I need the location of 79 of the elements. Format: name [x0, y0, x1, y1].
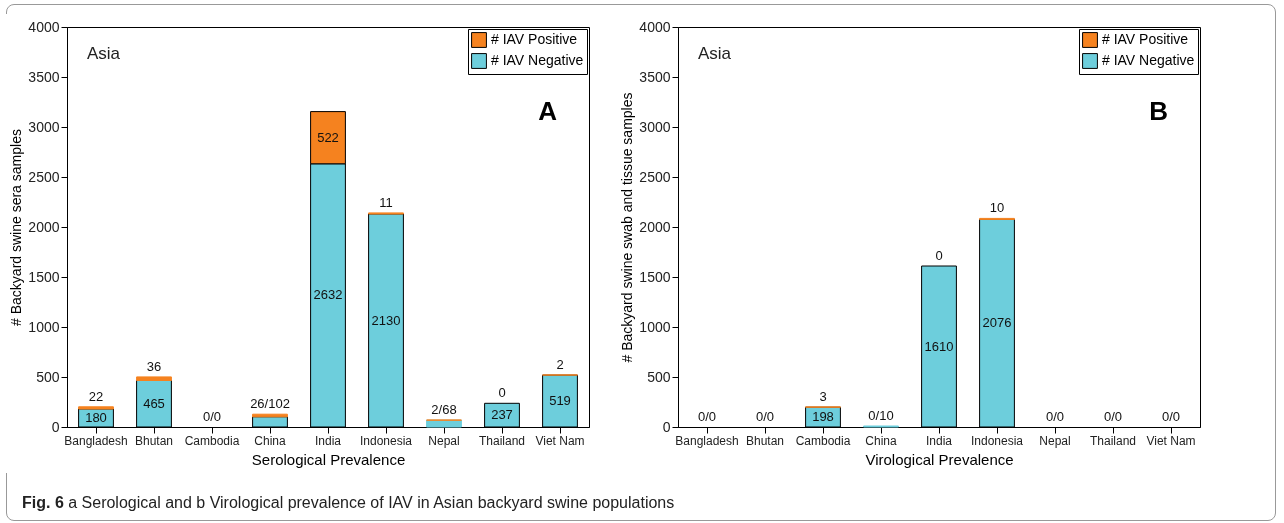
data-label: 10 [989, 200, 1005, 216]
data-label: 180 [85, 410, 107, 425]
data-label: 519 [549, 393, 571, 409]
data-label: 0/0 [755, 409, 775, 424]
x-tick-label: Bhutan [134, 433, 174, 448]
x-tick-label: China [865, 433, 897, 448]
x-tick-label: India [314, 433, 342, 448]
x-tick-label: Viet Nam [535, 433, 585, 448]
y-tick-label: 3000 [639, 118, 671, 135]
data-label: 26/102 [250, 396, 290, 412]
y-tick-label: 3000 [28, 118, 60, 135]
data-label: 1610 [924, 338, 954, 354]
data-label: 2076 [982, 315, 1012, 331]
x-tick-label: Nepal [428, 433, 460, 448]
y-tick-label: 4000 [639, 18, 671, 35]
data-label: 36 [146, 358, 162, 374]
y-tick-label: 3500 [28, 68, 60, 85]
data-label: 3 [819, 388, 827, 404]
y-tick-label: 2500 [28, 168, 60, 185]
data-label: 2/68 [431, 402, 457, 417]
x-tick-label: Indonesia [359, 433, 413, 448]
x-tick-label: Viet Nam [1146, 433, 1196, 448]
y-tick-label: 0 [662, 418, 671, 435]
legend-label: # IAV Positive [1102, 31, 1189, 47]
y-tick-label: 2000 [639, 218, 671, 235]
x-tick-label: India [925, 433, 953, 448]
data-label: 0/0 [202, 409, 222, 424]
data-label: 0/0 [1103, 409, 1123, 424]
x-tick-label: Bangladesh [64, 433, 128, 448]
x-tick-label: Cambodia [795, 433, 851, 448]
x-tick-label: Thailand [478, 433, 526, 448]
y-tick-label: 1000 [28, 318, 60, 335]
annotation: B [1149, 96, 1168, 126]
data-label: 0/0 [697, 409, 717, 424]
x-tick-label: China [254, 433, 286, 448]
x-axis-title: Serological Prevalence [251, 450, 406, 468]
legend-label: # IAV Positive [491, 31, 578, 47]
x-tick-label: Nepal [1039, 433, 1071, 448]
annotation: A [538, 96, 558, 126]
bar [136, 376, 172, 381]
y-tick-label: 4000 [28, 18, 60, 35]
bar [426, 419, 462, 428]
x-tick-label: Indonesia [970, 433, 1024, 448]
data-label: 198 [812, 409, 834, 425]
x-axis-title: Virological Prevalence [865, 450, 1014, 468]
bar [78, 406, 114, 410]
y-tick-label: 3500 [639, 68, 671, 85]
data-label: 237 [491, 407, 513, 423]
y-tick-label: 500 [36, 368, 60, 385]
y-axis-title: # Backyard swine sera samples [8, 129, 25, 326]
data-label: 0/0 [1161, 409, 1181, 424]
annotation: Asia [698, 44, 732, 63]
legend-label: # IAV Negative [1102, 52, 1195, 68]
legend-label: # IAV Negative [491, 52, 584, 68]
y-tick-label: 2500 [639, 168, 671, 185]
data-label: 22 [88, 388, 104, 404]
data-label: 522 [317, 129, 339, 145]
data-label: 465 [143, 395, 165, 411]
y-tick-label: 1500 [28, 268, 60, 285]
data-label: 0 [935, 248, 943, 263]
annotation: Asia [87, 44, 121, 63]
y-axis-title: # Backyard swine swab and tissue samples [619, 92, 636, 363]
y-tick-label: 1500 [639, 268, 671, 285]
data-label: 0/10 [868, 408, 894, 423]
data-label: 11 [379, 194, 393, 210]
x-tick-label: Bhutan [745, 433, 785, 448]
y-tick-label: 0 [51, 418, 60, 435]
caption: Fig. 6 a Serological and b Virological prevalence of IAV in Asian backyard swine populations [22, 494, 675, 512]
data-label: 2632 [313, 287, 343, 303]
data-label: 0 [498, 385, 506, 401]
data-label: 2130 [371, 312, 401, 328]
x-tick-label: Bangladesh [675, 433, 739, 448]
y-tick-label: 1000 [639, 318, 671, 335]
y-tick-label: 2000 [28, 218, 60, 235]
x-tick-label: Thailand [1089, 433, 1137, 448]
x-tick-label: Cambodia [184, 433, 240, 448]
data-label: 0/0 [1045, 409, 1065, 424]
y-tick-label: 500 [647, 368, 671, 385]
data-label: 2 [556, 356, 564, 372]
